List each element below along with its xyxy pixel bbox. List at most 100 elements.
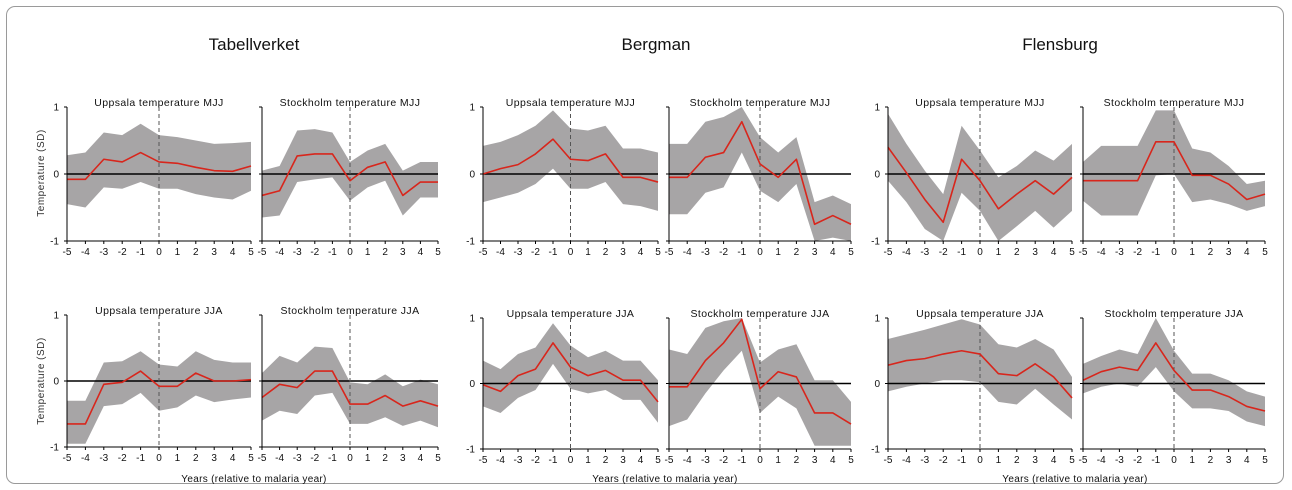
x-tick-label: 5 — [655, 455, 661, 466]
x-tick-label: 1 — [585, 455, 591, 466]
x-tick-label: 5 — [248, 247, 254, 258]
x-tick-label: -1 — [737, 455, 746, 466]
panel-7: Uppsala temperature JJA 1 0 -1 -5 -4 -3 -2 -1 0 1 2… — [50, 305, 254, 464]
x-tick-label: -2 — [531, 455, 540, 466]
x-tick-label: -2 — [310, 247, 319, 258]
x-tick-label: 0 — [977, 455, 983, 466]
x-tick-label: 5 — [1262, 247, 1268, 258]
x-tick-label: 1 — [1189, 247, 1195, 258]
x-tick-label: 2 — [794, 455, 800, 466]
x-tick-label: -4 — [81, 453, 90, 464]
x-tick-label: -1 — [737, 247, 746, 258]
panel-4: Stockholm temperature MJJ -5 -4 -3 -2 -1 0 1 2 3 4… — [665, 97, 855, 258]
x-tick-label: 5 — [435, 247, 441, 258]
y-tick-label: 0 — [469, 170, 475, 181]
x-tick-label: 3 — [400, 247, 406, 258]
panel-10: Stockholm temperature JJA -5 -4 -3 -2 -1 0 1 2 3 4… — [665, 308, 855, 466]
x-tick-label: -4 — [275, 453, 284, 464]
x-tick-label: 4 — [638, 455, 644, 466]
x-tick-label: -4 — [1097, 247, 1106, 258]
x-tick-label: 1 — [775, 247, 781, 258]
x-tick-label: 0 — [568, 247, 574, 258]
x-tick-label: 5 — [848, 247, 854, 258]
panel-11: Uppsala temperature JJA 1 0 -1 -5 -4 -3 -2 -1 0 1 2… — [871, 308, 1075, 466]
x-tick-label: 4 — [638, 247, 644, 258]
x-tick-label: -3 — [1115, 455, 1124, 466]
mean-line — [261, 153, 438, 197]
x-tick-label: 4 — [1244, 247, 1250, 258]
x-tick-label: 0 — [347, 247, 353, 258]
x-tick-label: -2 — [1133, 247, 1142, 258]
x-tick-label: -5 — [63, 453, 72, 464]
x-tick-label: 2 — [794, 247, 800, 258]
y-axis-label-top: Temperature (SD) — [36, 129, 47, 216]
x-tick-label: 0 — [347, 453, 353, 464]
mean-line — [482, 138, 659, 183]
x-tick-label: 5 — [848, 455, 854, 466]
x-tick-label: -1 — [328, 453, 337, 464]
x-tick-label: -1 — [549, 247, 558, 258]
x-tick-label: 2 — [1014, 455, 1020, 466]
x-tick-label: 1 — [365, 453, 371, 464]
y-tick-label: 1 — [53, 103, 59, 114]
x-tick-label: -5 — [1079, 455, 1088, 466]
x-tick-label: -2 — [118, 247, 127, 258]
y-tick-label: 1 — [469, 103, 475, 114]
mean-line — [669, 120, 852, 226]
x-tick-label: 2 — [193, 247, 199, 258]
x-tick-label: -3 — [514, 247, 523, 258]
x-tick-label: -3 — [920, 455, 929, 466]
confidence-band — [1083, 318, 1265, 427]
x-tick-label: 1 — [175, 453, 181, 464]
x-tick-label: 2 — [1208, 455, 1214, 466]
x-tick-label: 3 — [812, 247, 818, 258]
panel-12: Stockholm temperature JJA -5 -4 -3 -2 -1 0 1 2 3 4… — [1079, 308, 1269, 466]
x-tick-label: 4 — [1244, 455, 1250, 466]
x-tick-label: 3 — [1032, 247, 1038, 258]
x-tick-label: 5 — [1069, 247, 1075, 258]
y-tick-label: -1 — [871, 237, 880, 248]
group-title-tabellverket: Tabellverket — [209, 35, 300, 54]
x-axis-label-flensburg: Years (relative to malaria year) — [1002, 474, 1147, 485]
panel-title: Stockholm temperature MJJ — [690, 97, 831, 109]
x-tick-label: -4 — [683, 247, 692, 258]
x-tick-label: -5 — [665, 247, 674, 258]
x-tick-label: 0 — [977, 247, 983, 258]
x-tick-label: -4 — [496, 247, 505, 258]
x-tick-label: 2 — [193, 453, 199, 464]
confidence-band — [483, 110, 658, 211]
x-tick-label: 0 — [568, 455, 574, 466]
mean-line — [261, 370, 439, 407]
x-tick-label: -1 — [328, 247, 337, 258]
x-tick-label: 4 — [1051, 247, 1057, 258]
x-tick-label: 4 — [418, 453, 424, 464]
x-tick-label: 4 — [230, 247, 236, 258]
panel-title: Uppsala temperature JJA — [916, 308, 1044, 320]
mean-line — [67, 151, 252, 181]
x-tick-label: 3 — [620, 247, 626, 258]
mean-line — [482, 342, 659, 403]
mean-line — [887, 349, 1073, 399]
x-tick-label: -2 — [310, 453, 319, 464]
panel-title: Stockholm temperature JJA — [281, 305, 420, 317]
y-tick-label: 1 — [469, 314, 475, 325]
x-tick-label: 0 — [757, 247, 763, 258]
x-tick-label: -2 — [719, 455, 728, 466]
panel-5: Uppsala temperature MJJ 1 0 -1 -5 -4 -3 -2 -1 0 1 2… — [871, 97, 1075, 258]
x-tick-label: -3 — [701, 455, 710, 466]
x-tick-label: -4 — [902, 247, 911, 258]
panel-title: Stockholm temperature JJA — [1105, 308, 1244, 320]
x-tick-label: 2 — [1014, 247, 1020, 258]
confidence-band — [483, 323, 658, 423]
x-tick-label: 1 — [996, 455, 1002, 466]
x-tick-label: -1 — [549, 455, 558, 466]
panel-title: Uppsala temperature JJA — [507, 308, 635, 320]
x-tick-label: 3 — [211, 453, 217, 464]
confidence-band — [1083, 110, 1265, 216]
y-tick-label: -1 — [50, 237, 59, 248]
panel-6: Stockholm temperature MJJ -5 -4 -3 -2 -1 0 1 2 3 4… — [1079, 97, 1269, 258]
y-axis-label-bottom: Temperature (SD) — [36, 337, 47, 424]
x-tick-label: 0 — [757, 455, 763, 466]
panel-title: Uppsala temperature MJJ — [506, 97, 635, 109]
x-tick-label: 3 — [1226, 247, 1232, 258]
